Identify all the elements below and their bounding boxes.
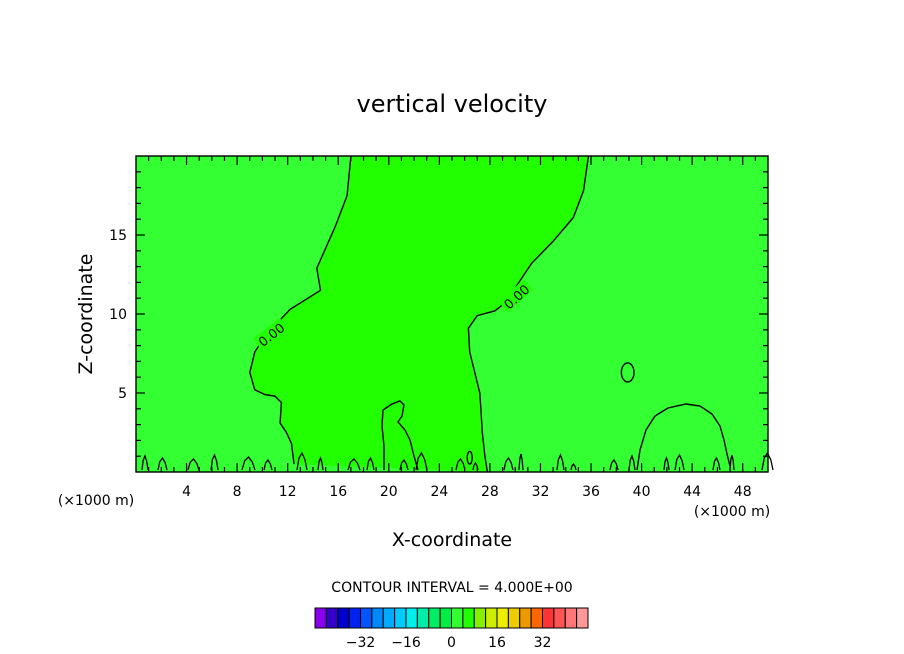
- colorbar-swatch: [360, 607, 373, 629]
- contour-label-bg: [252, 317, 289, 350]
- colorbar-swatch: [371, 607, 384, 629]
- y-tick-label: 5: [118, 386, 127, 402]
- colorbar-swatch: [519, 607, 532, 629]
- x-tick-label: 28: [481, 484, 499, 500]
- closed-contour-1: [620, 362, 635, 383]
- contour-interval-label: CONTOUR INTERVAL = 4.000E+00: [331, 580, 572, 596]
- colorbar-tick-labels: −32 −16 0 16 32: [346, 635, 552, 651]
- colorbar-tick-label: 32: [534, 635, 552, 651]
- x-tick-label: 16: [329, 484, 347, 500]
- colorbar-swatch: [462, 607, 475, 629]
- x-tick-label: 32: [532, 484, 550, 500]
- colorbar: [314, 607, 589, 629]
- x-tick-label: 8: [233, 484, 242, 500]
- x-axis-title: X-coordinate: [392, 529, 512, 551]
- x-tick-label: 40: [633, 484, 651, 500]
- zero-contour-west: [249, 155, 352, 465]
- x-tick-label: 20: [380, 484, 398, 500]
- x-tick-label: 44: [683, 484, 701, 500]
- colorbar-swatch: [405, 607, 418, 629]
- zero-contour-east: [467, 155, 590, 473]
- colorbar-swatch: [542, 607, 555, 629]
- colorbar-tick-label: −16: [391, 635, 421, 651]
- x-unit-label-right: (×1000 m): [694, 504, 770, 520]
- chart-title: vertical velocity: [357, 90, 548, 118]
- updraft-region: [249, 156, 589, 472]
- y-tick-label: 10: [109, 307, 127, 323]
- x-tick-label: 36: [582, 484, 600, 500]
- plot-area: 0.000.00: [135, 155, 774, 473]
- colorbar-swatch: [485, 607, 498, 629]
- colorbar-swatch: [576, 607, 589, 629]
- colorbar-swatch: [337, 607, 350, 629]
- colorbar-swatch: [564, 607, 578, 629]
- near-surface-contours: [141, 451, 774, 471]
- x-tick-label: 24: [430, 484, 448, 500]
- colorbar-swatch: [451, 607, 464, 629]
- colorbar-swatch: [439, 607, 452, 629]
- colorbar-swatch: [416, 607, 430, 629]
- x-unit-label-left: (×1000 m): [58, 493, 134, 509]
- colorbar-swatch: [348, 607, 361, 629]
- colorbar-swatch: [325, 607, 339, 629]
- x-tick-labels: 4 8 12 16 20 24 28 32 36 40 44 48: [182, 484, 752, 500]
- colorbar-tick-label: 0: [447, 635, 456, 651]
- colorbar-swatch: [530, 607, 543, 629]
- y-tick-labels: 5 10 15: [109, 228, 127, 402]
- x-tick-label: 12: [279, 484, 297, 500]
- x-tick-label: 4: [182, 484, 191, 500]
- colorbar-swatch: [507, 607, 521, 629]
- colorbar-swatch: [496, 607, 509, 629]
- closed-contours: [466, 362, 635, 465]
- y-axis-title: Z-coordinate: [75, 254, 97, 375]
- colorbar-tick-label: −32: [346, 635, 376, 651]
- colorbar-swatch: [553, 607, 566, 629]
- colorbar-tick-label: 16: [488, 635, 506, 651]
- y-tick-label: 15: [109, 228, 127, 244]
- colorbar-swatch: [394, 607, 407, 629]
- colorbar-swatch: [382, 607, 396, 629]
- closed-contour-2: [466, 450, 473, 465]
- contour-bump-east: [636, 403, 731, 471]
- axis-ticks: [136, 156, 768, 472]
- contour-label-bg: [498, 279, 534, 313]
- colorbar-swatch: [428, 607, 441, 629]
- contour-notch-center: [381, 400, 419, 471]
- colorbar-swatch: [314, 607, 327, 629]
- x-tick-label: 48: [734, 484, 752, 500]
- colorbar-swatch: [473, 607, 487, 629]
